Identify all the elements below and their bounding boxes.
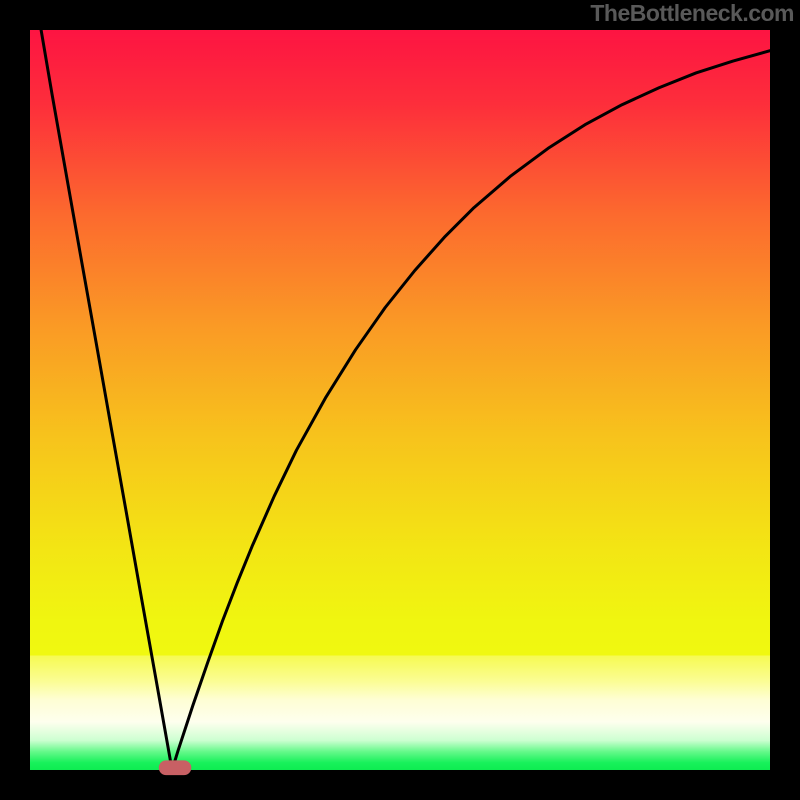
plot-background bbox=[30, 30, 770, 770]
minimum-marker bbox=[159, 760, 192, 775]
chart-svg bbox=[0, 0, 800, 800]
chart-stage: TheBottleneck.com bbox=[0, 0, 800, 800]
attribution-text: TheBottleneck.com bbox=[590, 0, 794, 27]
